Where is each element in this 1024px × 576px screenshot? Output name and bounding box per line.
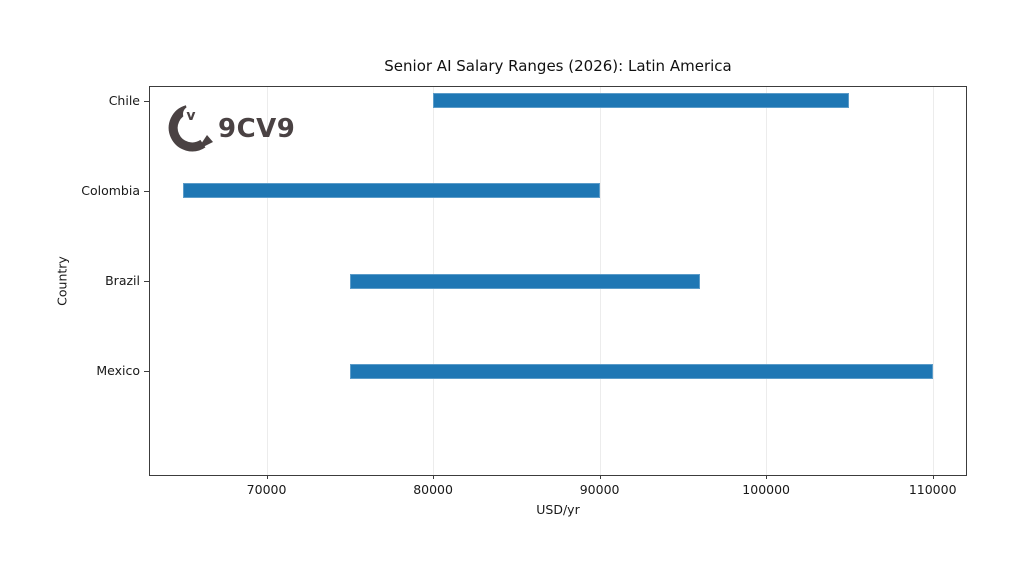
x-tick-label: 70000 [246,482,287,497]
y-tick-label: Chile [108,92,140,108]
x-tick-label: 110000 [908,482,957,497]
9cv9-logo-icon: v [168,105,213,152]
y-tick-label: Colombia [81,182,140,198]
x-tick-mark [766,475,768,479]
x-tick-label: 90000 [579,482,620,497]
y-tick-mark [144,100,149,102]
range-bar-colombia [183,183,600,199]
x-tick-mark [266,475,268,479]
plot-area: v 9CV9 [149,86,967,476]
gridline [266,87,268,475]
x-tick-mark [433,475,435,479]
y-tick-label: Brazil [105,273,140,288]
9cv9-logo-text: 9CV9 [218,114,296,144]
range-bar-mexico [349,363,933,379]
gridline [932,87,934,475]
y-tick-mark [144,371,149,373]
range-bar-chile [433,93,850,109]
x-tick-label: 100000 [742,482,791,497]
x-tick-label: 80000 [413,482,453,497]
chart-title: Senior AI Salary Ranges (2026): Latin Am… [384,57,732,75]
gridline [766,87,768,475]
x-tick-mark [932,475,934,479]
9cv9-logo: v 9CV9 [167,102,295,152]
x-axis-label: USD/yr [536,502,580,517]
y-tick-mark [144,281,149,282]
y-tick-mark [144,190,149,192]
y-tick-label: Mexico [96,363,140,379]
logo-v-letter: v [186,108,195,124]
x-tick-mark [599,475,601,479]
range-bar-brazil [349,273,700,289]
